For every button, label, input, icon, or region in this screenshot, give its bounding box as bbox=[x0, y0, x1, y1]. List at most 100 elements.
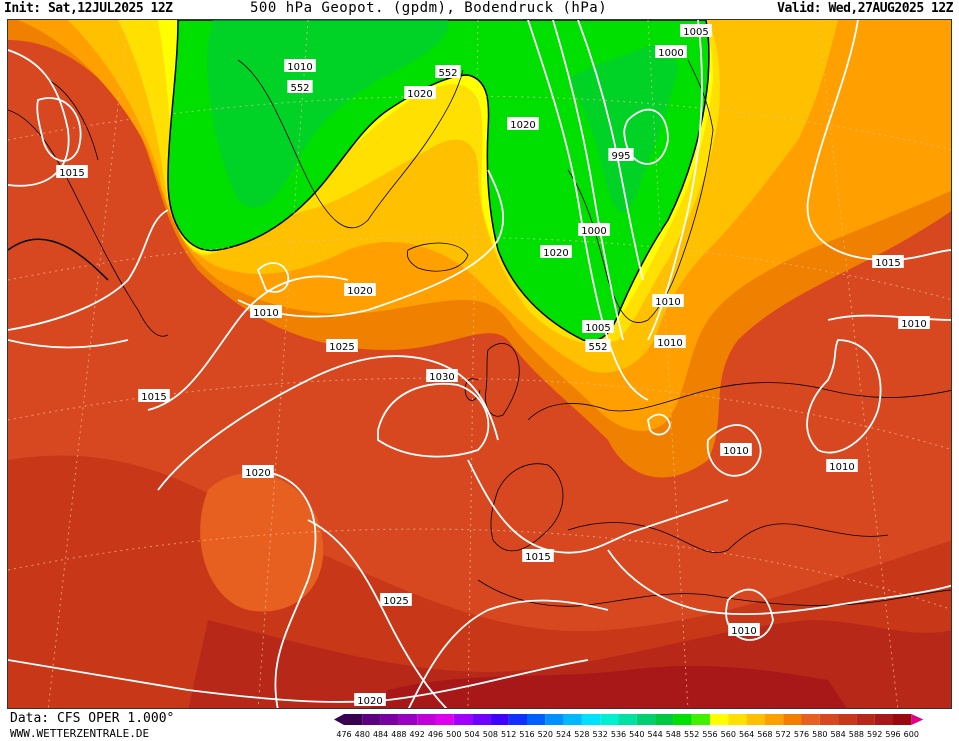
legend-swatch bbox=[710, 714, 729, 725]
isobar-label-box bbox=[654, 335, 686, 348]
legend-tick-label: 528 bbox=[574, 730, 589, 739]
isobar-label: 1015 bbox=[875, 258, 900, 269]
legend-swatch bbox=[380, 714, 399, 725]
isobar-label: 1015 bbox=[525, 552, 550, 563]
legend-swatch bbox=[563, 714, 582, 725]
legend-swatch bbox=[618, 714, 637, 725]
isobar-label: 1020 bbox=[357, 696, 382, 707]
isobar-label: 1020 bbox=[347, 286, 372, 297]
isobar-label: 1025 bbox=[329, 342, 354, 353]
legend-swatch bbox=[893, 714, 912, 725]
legend-swatch bbox=[801, 714, 820, 725]
legend-tick-label: 596 bbox=[885, 730, 900, 739]
legend-tick-label: 600 bbox=[904, 730, 919, 739]
isobar-label-box bbox=[655, 45, 687, 58]
isobar-label: 1010 bbox=[901, 319, 926, 330]
legend-tick-label: 500 bbox=[446, 730, 461, 739]
weather-map: 1015 1010 552 1020 1020 552 1005 1000 995 1000 101… bbox=[7, 19, 952, 709]
isobar-label-box bbox=[522, 549, 554, 562]
legend-tick-label: 544 bbox=[647, 730, 662, 739]
isobar-label-box bbox=[540, 245, 572, 258]
isobar-label: 552 bbox=[290, 83, 309, 94]
website-credit: WWW.WETTERZENTRALE.DE bbox=[10, 727, 150, 740]
legend-tick-label: 548 bbox=[666, 730, 681, 739]
color-scale-legend: 476 480 484 488 492 496 500 504 508 512 516 520 524 5… bbox=[334, 714, 924, 739]
legend-swatch bbox=[856, 714, 875, 725]
data-source: Data: CFS OPER 1.000° bbox=[10, 711, 175, 726]
legend-tick-label: 568 bbox=[757, 730, 772, 739]
legend-swatch bbox=[527, 714, 546, 725]
legend-swatch bbox=[344, 714, 363, 725]
legend-tick-label: 588 bbox=[849, 730, 864, 739]
legend-swatch bbox=[838, 714, 857, 725]
isobar-label: 1010 bbox=[253, 308, 278, 319]
legend-swatch bbox=[673, 714, 692, 725]
legend-tick-label: 516 bbox=[519, 730, 534, 739]
legend-swatch bbox=[746, 714, 765, 725]
legend-swatch bbox=[490, 714, 509, 725]
isobar-label: 1015 bbox=[59, 168, 84, 179]
legend-tick-label: 484 bbox=[373, 730, 388, 739]
isobar-label-box bbox=[404, 86, 436, 99]
isobar-label-box bbox=[720, 443, 752, 456]
isobar-label: 1020 bbox=[543, 248, 568, 259]
isobar-label: 1005 bbox=[683, 27, 708, 38]
geopotential-band-576-atlantic bbox=[200, 473, 324, 612]
legend-swatch bbox=[691, 714, 710, 725]
isobar-label-box bbox=[344, 283, 376, 296]
isobar-label-box bbox=[680, 24, 712, 37]
init-time: Init: Sat,12JUL2025 12Z bbox=[4, 1, 173, 16]
legend-tick-label: 536 bbox=[611, 730, 626, 739]
legend-swatch bbox=[453, 714, 473, 725]
legend-tick-label: 576 bbox=[794, 730, 809, 739]
isobar-label-box bbox=[578, 223, 610, 236]
legend-swatch bbox=[783, 714, 802, 725]
legend-left-arrow bbox=[334, 714, 344, 725]
isobar-label: 1010 bbox=[655, 297, 680, 308]
isobar-label: 1020 bbox=[245, 468, 270, 479]
isobar-label: 1005 bbox=[585, 323, 610, 334]
isobar-label-box bbox=[507, 117, 539, 130]
geopotential-band-548-east bbox=[568, 46, 678, 213]
map-title: 500 hPa Geopot. (gpdm), Bodendruck (hPa) bbox=[250, 0, 608, 16]
isobar-label: 995 bbox=[611, 151, 630, 162]
legend-swatch bbox=[472, 714, 491, 725]
legend-tick-label: 556 bbox=[702, 730, 717, 739]
isobar-label: 1010 bbox=[287, 62, 312, 73]
isobar-label: 1010 bbox=[829, 462, 854, 473]
isobar-label: 1025 bbox=[383, 596, 408, 607]
isobar-label-box bbox=[326, 339, 358, 352]
legend-tick-label: 492 bbox=[410, 730, 425, 739]
isobar-label-box bbox=[380, 593, 412, 606]
isobar-label: 1000 bbox=[581, 226, 606, 237]
isobar-label-box bbox=[826, 459, 858, 472]
legend-swatch bbox=[508, 714, 527, 725]
legend-swatch bbox=[362, 714, 381, 725]
isobar-label: 1015 bbox=[141, 392, 166, 403]
isobar-label-box bbox=[284, 59, 316, 72]
legend-tick-label: 564 bbox=[739, 730, 754, 739]
legend-tick-label: 488 bbox=[391, 730, 406, 739]
isobar-label: 552 bbox=[438, 68, 457, 79]
isobar-label-box bbox=[608, 148, 634, 161]
legend-swatch bbox=[545, 714, 564, 725]
isobar-label: 552 bbox=[588, 342, 607, 353]
isobar-label-box bbox=[585, 339, 611, 352]
legend-swatch bbox=[417, 714, 436, 725]
map-header: Init: Sat,12JUL2025 12Z 500 hPa Geopot. … bbox=[0, 0, 959, 18]
isobar-label-group: 1015101055210201020552100510009951000101… bbox=[56, 24, 930, 707]
isobar-label-box bbox=[652, 294, 684, 307]
legend-tick-label: 532 bbox=[593, 730, 608, 739]
isobar-label-box bbox=[354, 693, 386, 706]
isobar-label-box bbox=[898, 316, 930, 329]
legend-tick-label: 504 bbox=[464, 730, 479, 739]
legend-tick-label: 552 bbox=[684, 730, 699, 739]
legend-swatch bbox=[636, 714, 656, 725]
isobar-label: 1000 bbox=[658, 48, 683, 59]
legend-right-arrow bbox=[911, 714, 924, 725]
isobar-label-box bbox=[56, 165, 88, 178]
isobar-label: 1010 bbox=[723, 446, 748, 457]
isobars bbox=[8, 20, 951, 708]
geopotential-contours bbox=[8, 238, 109, 281]
isobar-label-box bbox=[287, 80, 313, 93]
